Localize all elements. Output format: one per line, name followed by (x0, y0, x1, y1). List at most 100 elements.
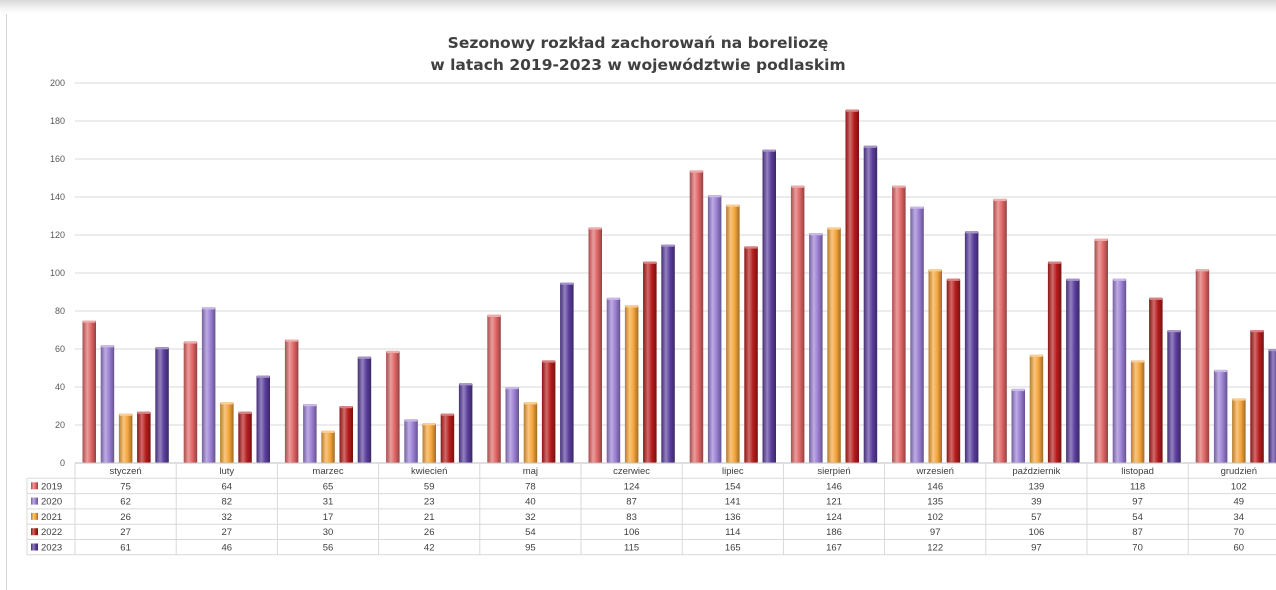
bar-2022-2 (339, 406, 353, 463)
table-cell-2021-7: 124 (826, 512, 842, 523)
bar-top-2020-2 (303, 404, 317, 407)
bar-2019-5 (588, 227, 602, 463)
bar-top-2020-3 (404, 419, 418, 422)
bar-top-2021-2 (321, 430, 335, 433)
bar-top-2022-0 (137, 411, 151, 414)
table-cell-2020-3: 23 (424, 497, 435, 508)
bar-2022-11 (1250, 330, 1264, 463)
bar-top-2021-10 (1131, 360, 1144, 363)
y-tick-label: 60 (55, 344, 65, 354)
table-cell-2020-8: 135 (927, 497, 943, 508)
bar-2023-10 (1167, 330, 1181, 463)
bar-2019-9 (993, 198, 1007, 463)
table-cell-2022-6: 114 (725, 527, 740, 538)
x-tick-label: marzec (312, 466, 343, 477)
bar-top-2023-2 (358, 356, 371, 359)
table-cell-2019-10: 118 (1130, 481, 1145, 492)
table-cell-2019-4: 78 (525, 481, 536, 492)
bar-top-2019-7 (791, 185, 804, 188)
bar-top-2020-11 (1214, 369, 1227, 373)
table-cell-2022-11: 70 (1234, 527, 1245, 538)
bar-top-2021-6 (726, 204, 740, 207)
bar-top-2019-11 (1196, 269, 1209, 272)
bar-2020-1 (201, 307, 216, 463)
bar-2021-8 (928, 269, 942, 463)
bar-top-2023-10 (1167, 330, 1181, 333)
table-cell-2019-0: 75 (120, 481, 131, 492)
bar-top-2019-5 (589, 227, 602, 230)
bar-top-2022-1 (238, 411, 252, 414)
bar-2019-2 (284, 339, 299, 463)
bar-2021-6 (726, 204, 740, 463)
table-cell-2023-11: 60 (1234, 543, 1245, 554)
bar-2020-3 (404, 419, 418, 463)
bar-top-2020-6 (708, 195, 721, 198)
y-tick-label: 160 (50, 154, 65, 164)
bar-2019-7 (790, 185, 805, 463)
bar-2020-4 (505, 387, 519, 463)
bar-2020-0 (100, 345, 115, 463)
table-cell-2022-4: 54 (525, 527, 536, 538)
table-cell-2022-2: 30 (323, 527, 334, 538)
bar-top-2021-3 (423, 423, 436, 426)
bar-top-2019-6 (690, 170, 703, 173)
bar-2022-9 (1047, 261, 1062, 463)
bar-2021-0 (118, 413, 133, 463)
bar-top-2021-0 (119, 413, 132, 416)
legend-key-2023 (31, 543, 38, 551)
x-tick-label: luty (219, 466, 234, 477)
x-tick-label: maj (523, 466, 538, 477)
table-cell-2023-1: 46 (222, 543, 233, 554)
bar-2023-0 (155, 347, 169, 463)
y-tick-label: 120 (50, 230, 65, 240)
legend-key-2020 (31, 497, 38, 505)
bar-2023-7 (863, 145, 878, 463)
table-cell-2019-6: 154 (725, 481, 741, 492)
bar-top-2023-4 (560, 282, 574, 285)
bar-top-2022-8 (947, 278, 960, 281)
bar-2022-10 (1149, 297, 1163, 463)
bar-2021-11 (1232, 398, 1246, 463)
x-tick-label: sierpień (817, 466, 850, 477)
table-cell-2021-3: 21 (424, 512, 435, 523)
table-cell-2021-2: 17 (323, 512, 334, 523)
bar-2019-6 (689, 170, 704, 463)
bar-top-2023-5 (661, 244, 675, 247)
bar-top-2022-3 (441, 413, 454, 416)
table-cell-2020-7: 121 (826, 497, 842, 508)
table-cell-2020-1: 82 (222, 497, 233, 508)
bar-top-2020-8 (910, 206, 924, 209)
table-cell-2019-7: 146 (826, 481, 842, 492)
table-cell-2020-5: 87 (626, 497, 637, 508)
bar-2022-5 (643, 261, 657, 463)
bar-2022-8 (946, 278, 961, 463)
y-tick-label: 140 (50, 192, 65, 202)
bar-top-2021-11 (1232, 398, 1246, 401)
legend-label-2023: 2023 (41, 543, 62, 554)
bar-top-2022-2 (340, 406, 353, 409)
table-cell-2021-0: 26 (120, 512, 131, 523)
legend-key-2021 (31, 512, 38, 520)
bar-2023-11 (1268, 349, 1276, 463)
bar-top-2019-0 (83, 320, 96, 323)
chart-title-line-1: Sezonowy rozkład zachorowań na boreliozę (447, 34, 829, 52)
bar-top-2021-5 (625, 305, 638, 308)
bar-top-2020-4 (506, 387, 519, 390)
x-tick-label: wrzesień (915, 466, 954, 477)
bar-2020-8 (910, 206, 924, 463)
bar-2021-4 (523, 402, 538, 463)
bar-2022-1 (238, 411, 252, 463)
table-cell-2022-7: 186 (826, 527, 842, 538)
bar-2023-1 (256, 375, 270, 463)
bar-top-2019-4 (487, 314, 501, 317)
bar-2020-7 (809, 233, 823, 463)
bar-2022-3 (440, 413, 455, 463)
table-cell-2020-4: 40 (525, 497, 536, 508)
bar-2022-6 (744, 246, 758, 463)
bar-top-2023-7 (864, 145, 877, 148)
x-tick-label: październik (1012, 466, 1060, 477)
bar-top-2022-9 (1048, 261, 1061, 264)
bar-top-2023-6 (763, 149, 776, 152)
bar-2021-5 (624, 305, 639, 463)
bar-2023-3 (458, 383, 473, 463)
